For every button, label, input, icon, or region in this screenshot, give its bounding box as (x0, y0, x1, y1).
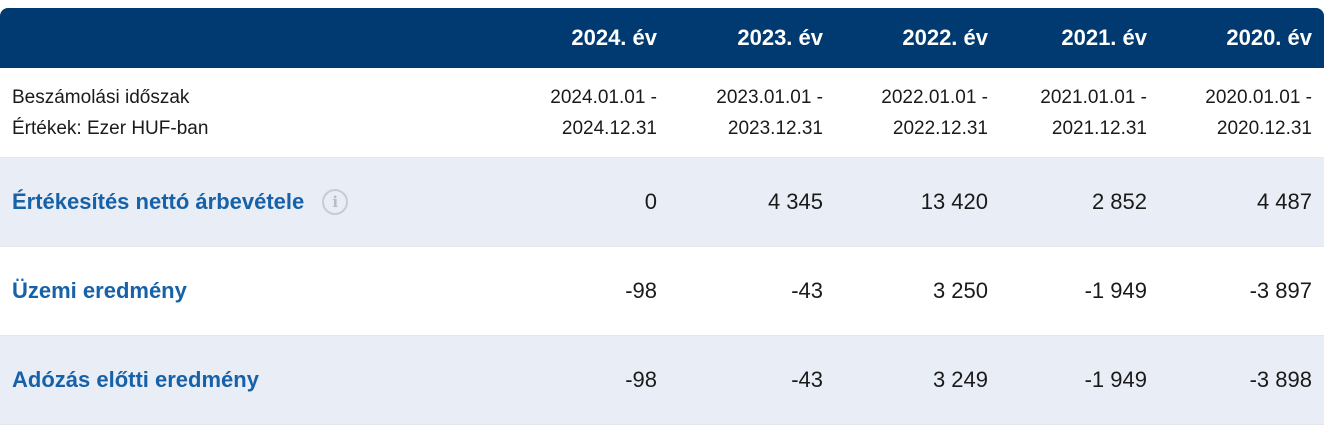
table-cell: 4 345 (767, 189, 823, 214)
table-cell: -1 949 (1084, 278, 1147, 303)
period-row: Beszámolási időszak Értékek: Ezer HUF-ba… (0, 68, 1324, 158)
row-label-pretax-result[interactable]: Adózás előtti eredmény (0, 367, 450, 393)
table-row-revenue: Értékesítés nettó árbevétele i 0 4 345 1… (0, 158, 1324, 247)
period-label: Beszámolási időszak Értékek: Ezer HUF-ba… (0, 82, 450, 144)
table-cell: 13 420 (920, 189, 988, 214)
period-end: 2022.12.31 (892, 117, 988, 139)
period-title: Beszámolási időszak (12, 86, 190, 108)
table-cell: -98 (625, 278, 657, 303)
table-cell: 2 852 (1091, 189, 1147, 214)
table-cell: 4 487 (1256, 189, 1312, 214)
header-year-2023: 2023. év (737, 25, 823, 50)
table-header: 2024. év 2023. év 2022. év 2021. év 2020… (0, 8, 1324, 68)
row-label-text[interactable]: Értékesítés nettó árbevétele (12, 189, 305, 214)
period-start: 2022.01.01 - (881, 86, 988, 108)
table-cell: -43 (791, 367, 823, 392)
table-cell: 0 (644, 189, 657, 214)
header-year-2024: 2024. év (571, 25, 657, 50)
table-cell: -3 897 (1249, 278, 1312, 303)
period-2023: 2023.01.01 - 2023.12.31 (657, 82, 823, 144)
table-row-pretax-result: Adózás előtti eredmény -98 -43 3 249 -1 … (0, 336, 1324, 425)
period-end: 2024.12.31 (561, 117, 657, 139)
period-start: 2020.01.01 - (1205, 86, 1312, 108)
row-label-text[interactable]: Adózás előtti eredmény (12, 367, 259, 392)
values-unit-note: Értékek: Ezer HUF-ban (12, 117, 209, 139)
period-end: 2020.12.31 (1216, 117, 1312, 139)
period-start: 2024.01.01 - (550, 86, 657, 108)
table-row-operating-result: Üzemi eredmény -98 -43 3 250 -1 949 -3 8… (0, 247, 1324, 336)
period-2022: 2022.01.01 - 2022.12.31 (823, 82, 988, 144)
info-icon[interactable]: i (322, 189, 349, 215)
period-end: 2023.12.31 (727, 117, 823, 139)
period-start: 2023.01.01 - (716, 86, 823, 108)
period-2024: 2024.01.01 - 2024.12.31 (450, 82, 657, 144)
header-year-2020: 2020. év (1226, 25, 1312, 50)
period-end: 2021.12.31 (1051, 117, 1147, 139)
header-year-2022: 2022. év (902, 25, 988, 50)
table-cell: 3 250 (932, 278, 988, 303)
header-year-2021: 2021. év (1061, 25, 1147, 50)
period-2020: 2020.01.01 - 2020.12.31 (1147, 82, 1312, 144)
table-cell: -43 (791, 278, 823, 303)
period-start: 2021.01.01 - (1040, 86, 1147, 108)
table-cell: 3 249 (932, 367, 988, 392)
row-label-revenue[interactable]: Értékesítés nettó árbevétele i (0, 189, 450, 215)
table-cell: -98 (625, 367, 657, 392)
row-label-text[interactable]: Üzemi eredmény (12, 278, 187, 303)
table-cell: -1 949 (1084, 367, 1147, 392)
row-label-operating-result[interactable]: Üzemi eredmény (0, 278, 450, 304)
period-2021: 2021.01.01 - 2021.12.31 (988, 82, 1147, 144)
table-cell: -3 898 (1249, 367, 1312, 392)
financial-table: 2024. év 2023. év 2022. év 2021. év 2020… (0, 8, 1324, 425)
